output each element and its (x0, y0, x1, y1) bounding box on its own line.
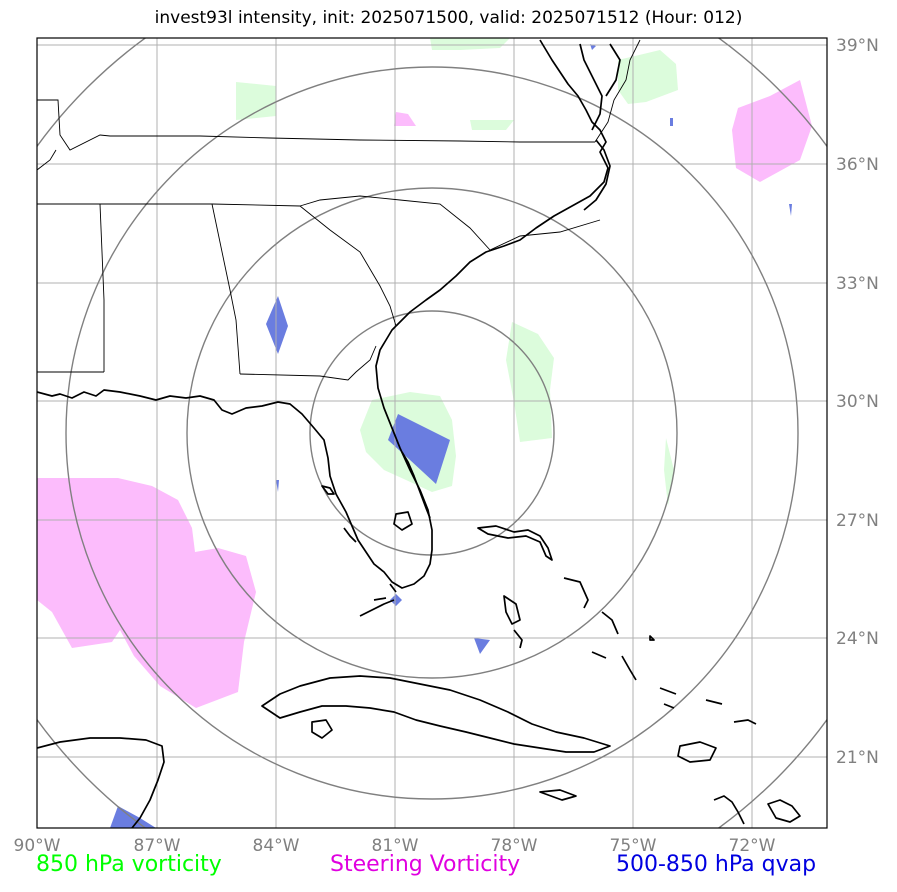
coastline-yucatan (37, 737, 165, 828)
coastline-hispaniola (677, 741, 717, 763)
coastline-bahamas-6 (659, 687, 757, 725)
coastlines (37, 39, 801, 828)
coastline-atlantic (395, 39, 609, 327)
steering-vorticity-area-atlantic (732, 80, 812, 182)
vorticity-area-north (236, 82, 276, 120)
longitude-labels: 90°W 87°W 84°W 81°W 78°W 75°W 72°W (14, 836, 776, 856)
lon-label: 78°W (491, 836, 538, 856)
qvap-area-speck-2 (670, 118, 673, 126)
lake-okeechobee (393, 511, 413, 531)
coastline-outer-banks (583, 139, 611, 211)
lon-label: 87°W (134, 836, 181, 856)
vorticity-area-strip (470, 120, 514, 130)
lat-label: 24°N (836, 629, 879, 649)
graticule (37, 38, 827, 828)
legend-steering-vorticity: Steering Vorticity (330, 852, 521, 877)
coastline-east-1 (713, 795, 745, 825)
lat-label: 36°N (836, 155, 879, 175)
legend-850-vorticity: 850 hPa vorticity (36, 852, 222, 877)
lon-label: 90°W (14, 836, 61, 856)
latitude-labels: 39°N 36°N 33°N 30°N 27°N 24°N 21°N (836, 36, 879, 768)
coastline-florida-barrier (401, 451, 431, 519)
state-borders (37, 39, 641, 381)
legend: 850 hPa vorticity Steering Vorticity 500… (0, 852, 897, 884)
coastline-east-2 (767, 799, 801, 823)
coastline-bahamas-3 (563, 577, 589, 609)
coastline-keys (359, 599, 395, 617)
lat-label: 39°N (836, 36, 879, 56)
vorticity-area-top (430, 38, 510, 50)
coastline-bahamas-2 (503, 595, 521, 625)
coastline-delmarva (605, 43, 621, 97)
qvap-area-florida (388, 414, 450, 484)
coastline-isle-of-youth (311, 719, 333, 739)
lon-label: 75°W (610, 836, 657, 856)
coastline-bahamas-5 (591, 651, 637, 681)
lat-label: 27°N (836, 511, 879, 531)
legend-qvap: 500-850 hPa qvap (616, 852, 817, 877)
coastline-cuba (261, 675, 611, 753)
map-frame (36, 37, 828, 829)
lat-label: 21°N (836, 748, 879, 768)
lon-label: 84°W (253, 836, 300, 856)
vorticity-area-sliver (664, 438, 674, 506)
coastline-bahamas-4 (601, 611, 619, 635)
steering-vorticity-area-small (394, 112, 416, 126)
vorticity-area-east (506, 322, 554, 442)
qvap-area-bahamas (474, 638, 490, 654)
coastline-tampa-bay (321, 485, 335, 495)
qvap-areas (110, 44, 792, 828)
lon-label: 81°W (372, 836, 419, 856)
coastline-jamaica (539, 789, 577, 801)
lon-label: 72°W (729, 836, 776, 856)
coastline-andros (513, 629, 523, 649)
steering-vorticity-area-gulf (37, 478, 256, 708)
qvap-area-speck-4 (276, 480, 279, 492)
lat-label: 33°N (836, 274, 879, 294)
range-ring-2 (186, 187, 678, 679)
lat-label: 30°N (836, 392, 879, 412)
qvap-area-keys (390, 594, 402, 606)
qvap-area-southwest (110, 806, 156, 828)
coastline-small-isle (649, 635, 655, 641)
coastline-sw-florida (343, 527, 397, 601)
coastline-bahamas-1 (477, 525, 553, 561)
qvap-area-speck-3 (789, 204, 792, 216)
qvap-area-georgia (266, 296, 288, 354)
coastline-chesapeake (579, 43, 603, 131)
range-ring-3 (65, 66, 799, 800)
map-title: invest93l intensity, init: 2025071500, v… (154, 8, 743, 28)
